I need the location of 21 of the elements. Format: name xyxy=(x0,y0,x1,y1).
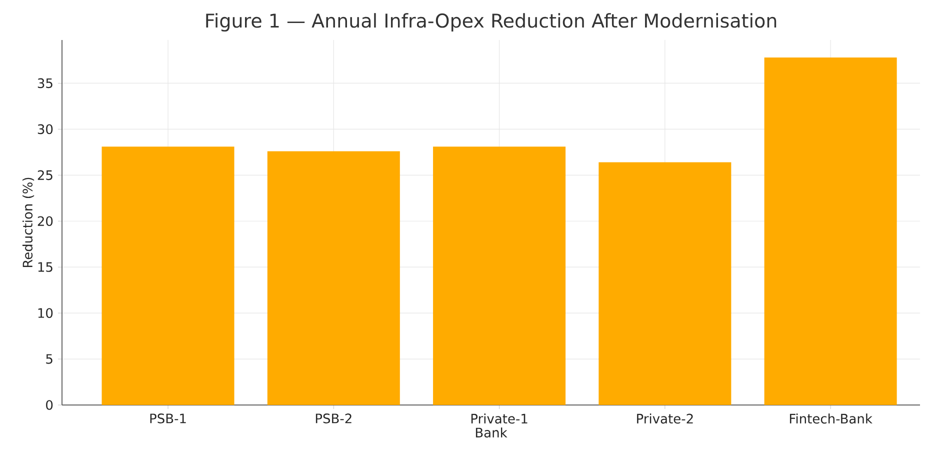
y-tick-label: 25 xyxy=(38,170,52,180)
bar xyxy=(102,146,234,405)
y-tick-label: 0 xyxy=(46,400,53,410)
chart-title: Figure 1 — Annual Infra-Opex Reduction After Modernisation xyxy=(206,13,776,32)
y-tick-label: 30 xyxy=(38,124,53,134)
y-tick-label: 35 xyxy=(38,78,52,88)
bar xyxy=(598,162,732,405)
y-tick-label: 20 xyxy=(38,216,53,226)
x-tick-label: Private-1 xyxy=(471,414,528,424)
bar xyxy=(267,151,400,405)
y-axis-title: Reduction (%) xyxy=(22,178,34,268)
x-tick-label: Private-2 xyxy=(637,414,693,424)
y-tick-label: 15 xyxy=(38,262,52,272)
x-tick-label: PSB-2 xyxy=(316,414,352,424)
bar xyxy=(764,57,897,405)
bar xyxy=(433,146,566,405)
y-tick-label: 5 xyxy=(46,354,52,364)
x-axis-title: Bank xyxy=(476,427,508,438)
x-tick-label: Fintech-Bank xyxy=(790,414,872,424)
x-tick-label: PSB-1 xyxy=(150,414,186,424)
y-tick-label: 10 xyxy=(38,308,53,318)
